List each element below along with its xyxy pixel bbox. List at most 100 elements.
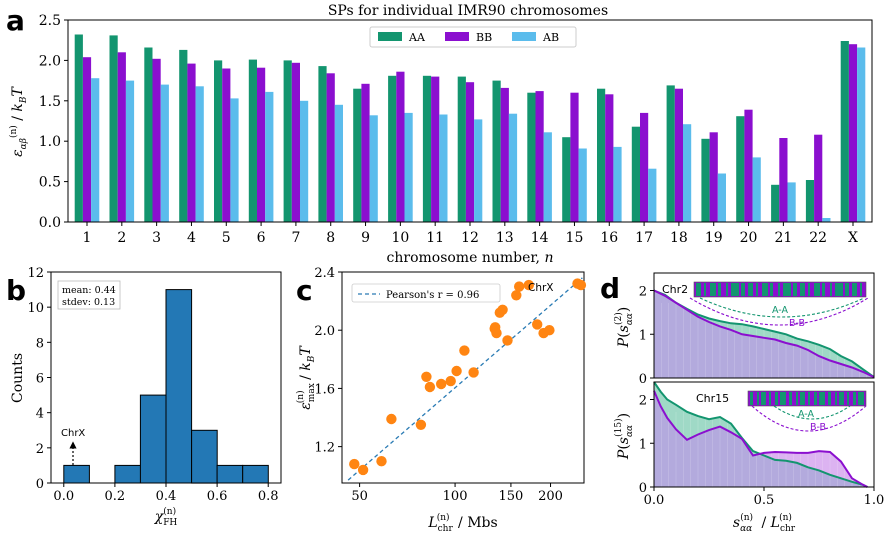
chr2-aa-arc (699, 297, 865, 318)
panel-b-ticks: 0.0 0.2 0.4 0.6 0.8 0 2 4 6 8 10 12 (27, 266, 278, 504)
panel-d-distributions: 0 1 2 0 1 2 0.0 0.5 1.0 Chr2 A-A B-B Chr15 A-A B… (613, 272, 885, 534)
y-tick-label: 1.5 (39, 94, 61, 110)
bar-aa-chr20 (736, 116, 745, 222)
track-a-segment (852, 283, 857, 296)
bar-bb-chr21 (779, 138, 788, 222)
bar-bb-chr16 (605, 94, 614, 222)
scatter-point (415, 419, 427, 430)
bar-ab-chr3 (160, 84, 169, 222)
y-tick-label: 10 (27, 301, 44, 316)
line-aa (653, 289, 875, 378)
x-tick-label-chr9: 9 (361, 230, 370, 246)
track-a-segment (860, 283, 862, 296)
track-a-segment (796, 392, 798, 405)
bar-ab-chr6 (265, 91, 274, 223)
scatter-point (544, 325, 555, 336)
track-a-segment (731, 283, 739, 296)
track-a-segment (845, 283, 849, 296)
bar-bb-chr3 (152, 58, 161, 222)
panel-c-axes-frame (341, 271, 585, 484)
bar-ab-chr2 (125, 80, 135, 222)
panel-d-ticks: 0 1 2 0 1 2 0.0 0.5 1.0 (639, 285, 885, 509)
scatter-point (468, 367, 479, 378)
track-a-segment (839, 392, 844, 405)
x-tick-label: 0.5 (754, 493, 775, 508)
panel-label-b: b (6, 274, 26, 307)
track-a-segment (847, 392, 849, 405)
x-tick-label-chr6: 6 (257, 230, 266, 246)
x-tick-label-chr2: 2 (117, 230, 126, 246)
scatter-point (376, 456, 387, 467)
track-a-segment (750, 392, 753, 405)
y-tick-label: 0.5 (39, 175, 61, 191)
x-tick-label: 0.8 (258, 489, 279, 504)
bar-ab-chr20 (752, 157, 761, 222)
panel-c-points-layer (349, 278, 587, 476)
bar-ab-chr12 (474, 119, 483, 222)
y-tick-label: 0 (36, 477, 44, 492)
track-a-segment (780, 392, 786, 405)
panel-b-y-axis-label: Counts (10, 353, 26, 403)
x-tick-label-chr16: 16 (600, 230, 618, 246)
x-tick-label-chr1: 1 (83, 230, 92, 246)
legend-swatch-bb (445, 32, 469, 41)
panel-a-chromosome-bars: SPs for individual IMR90 chromosomes 0.0… (8, 3, 873, 266)
bar-bb-chr4 (187, 63, 196, 222)
scatter-point (445, 375, 456, 387)
scatter-point (357, 464, 369, 476)
bar-aa-chr3 (144, 47, 153, 222)
y-tick-label: 8 (36, 336, 44, 351)
x-tick-label: 1.0 (864, 493, 885, 508)
bar-ab-chr11 (439, 114, 448, 222)
x-tick-label-chrX: X (848, 230, 858, 246)
legend-label-ab: AB (542, 31, 559, 44)
track-a-segment (808, 392, 810, 405)
scatter-point (451, 365, 462, 377)
x-tick-label: 150 (499, 489, 524, 504)
panel-a-y-ticks: 0.0 0.5 1.0 1.5 2.0 2.5 (39, 13, 68, 231)
bar-bb-chr5 (222, 68, 231, 222)
x-tick-label: 100 (443, 489, 468, 504)
bar-bb-chr8 (326, 73, 335, 222)
bar-bb-chr2 (117, 52, 126, 222)
panel-a-title: SPs for individual IMR90 chromosomes (328, 3, 608, 19)
x-tick-label-chr19: 19 (705, 230, 723, 246)
y-tick-label: 6 (36, 372, 44, 387)
hist-bar-4 (165, 289, 193, 484)
panel-b-histogram: 0.0 0.2 0.4 0.6 0.8 0 2 4 6 8 10 12 Counts χFH(n) m… (10, 266, 282, 528)
bar-ab-chr14 (543, 132, 552, 222)
bar-aa-chr22 (805, 180, 815, 222)
track-a-segment (710, 283, 716, 296)
chr2-compartment-track (693, 281, 867, 298)
track-a-segment (778, 283, 780, 296)
panel-a-x-ticks: 1 2 3 4 5 6 7 8 9 10 11 12 13 14 15 16 17 18 19 20 21 22 X (83, 222, 858, 246)
scatter-point (424, 381, 436, 393)
line-bb (653, 289, 875, 379)
panel-c-legend-frame (351, 283, 501, 303)
x-tick-label-chr21: 21 (774, 230, 792, 246)
x-tick-label-chr10: 10 (391, 230, 409, 246)
track-a-segment (718, 283, 721, 296)
scatter-point (436, 378, 447, 390)
track-a-segment (769, 392, 771, 405)
scatter-point (421, 371, 432, 382)
track-a-segment (762, 283, 768, 296)
chr2-bb-arc-label: B-B (789, 318, 805, 329)
x-tick-label-chr7: 7 (291, 230, 300, 246)
bar-bb-chr12 (465, 82, 475, 222)
y-tick-label: 0 (639, 372, 647, 387)
panel-d-x-axis-label: sαα(n) / Lchr(n) (733, 512, 796, 534)
bar-bb-chr18 (674, 88, 683, 222)
bar-ab-chr15 (578, 148, 587, 222)
scatter-point (459, 345, 470, 356)
y-tick-label: 1 (639, 437, 647, 452)
bar-bb-chr13 (500, 87, 509, 223)
hist-bar-7 (242, 464, 269, 484)
bar-aa-chr5 (214, 60, 223, 223)
bar-ab-chr19 (717, 173, 726, 222)
bar-aa-chr11 (422, 75, 432, 222)
hist-bar-3 (139, 394, 167, 484)
scatter-point (511, 290, 522, 301)
bar-aa-chr7 (283, 60, 292, 223)
track-a-segment (808, 283, 810, 296)
